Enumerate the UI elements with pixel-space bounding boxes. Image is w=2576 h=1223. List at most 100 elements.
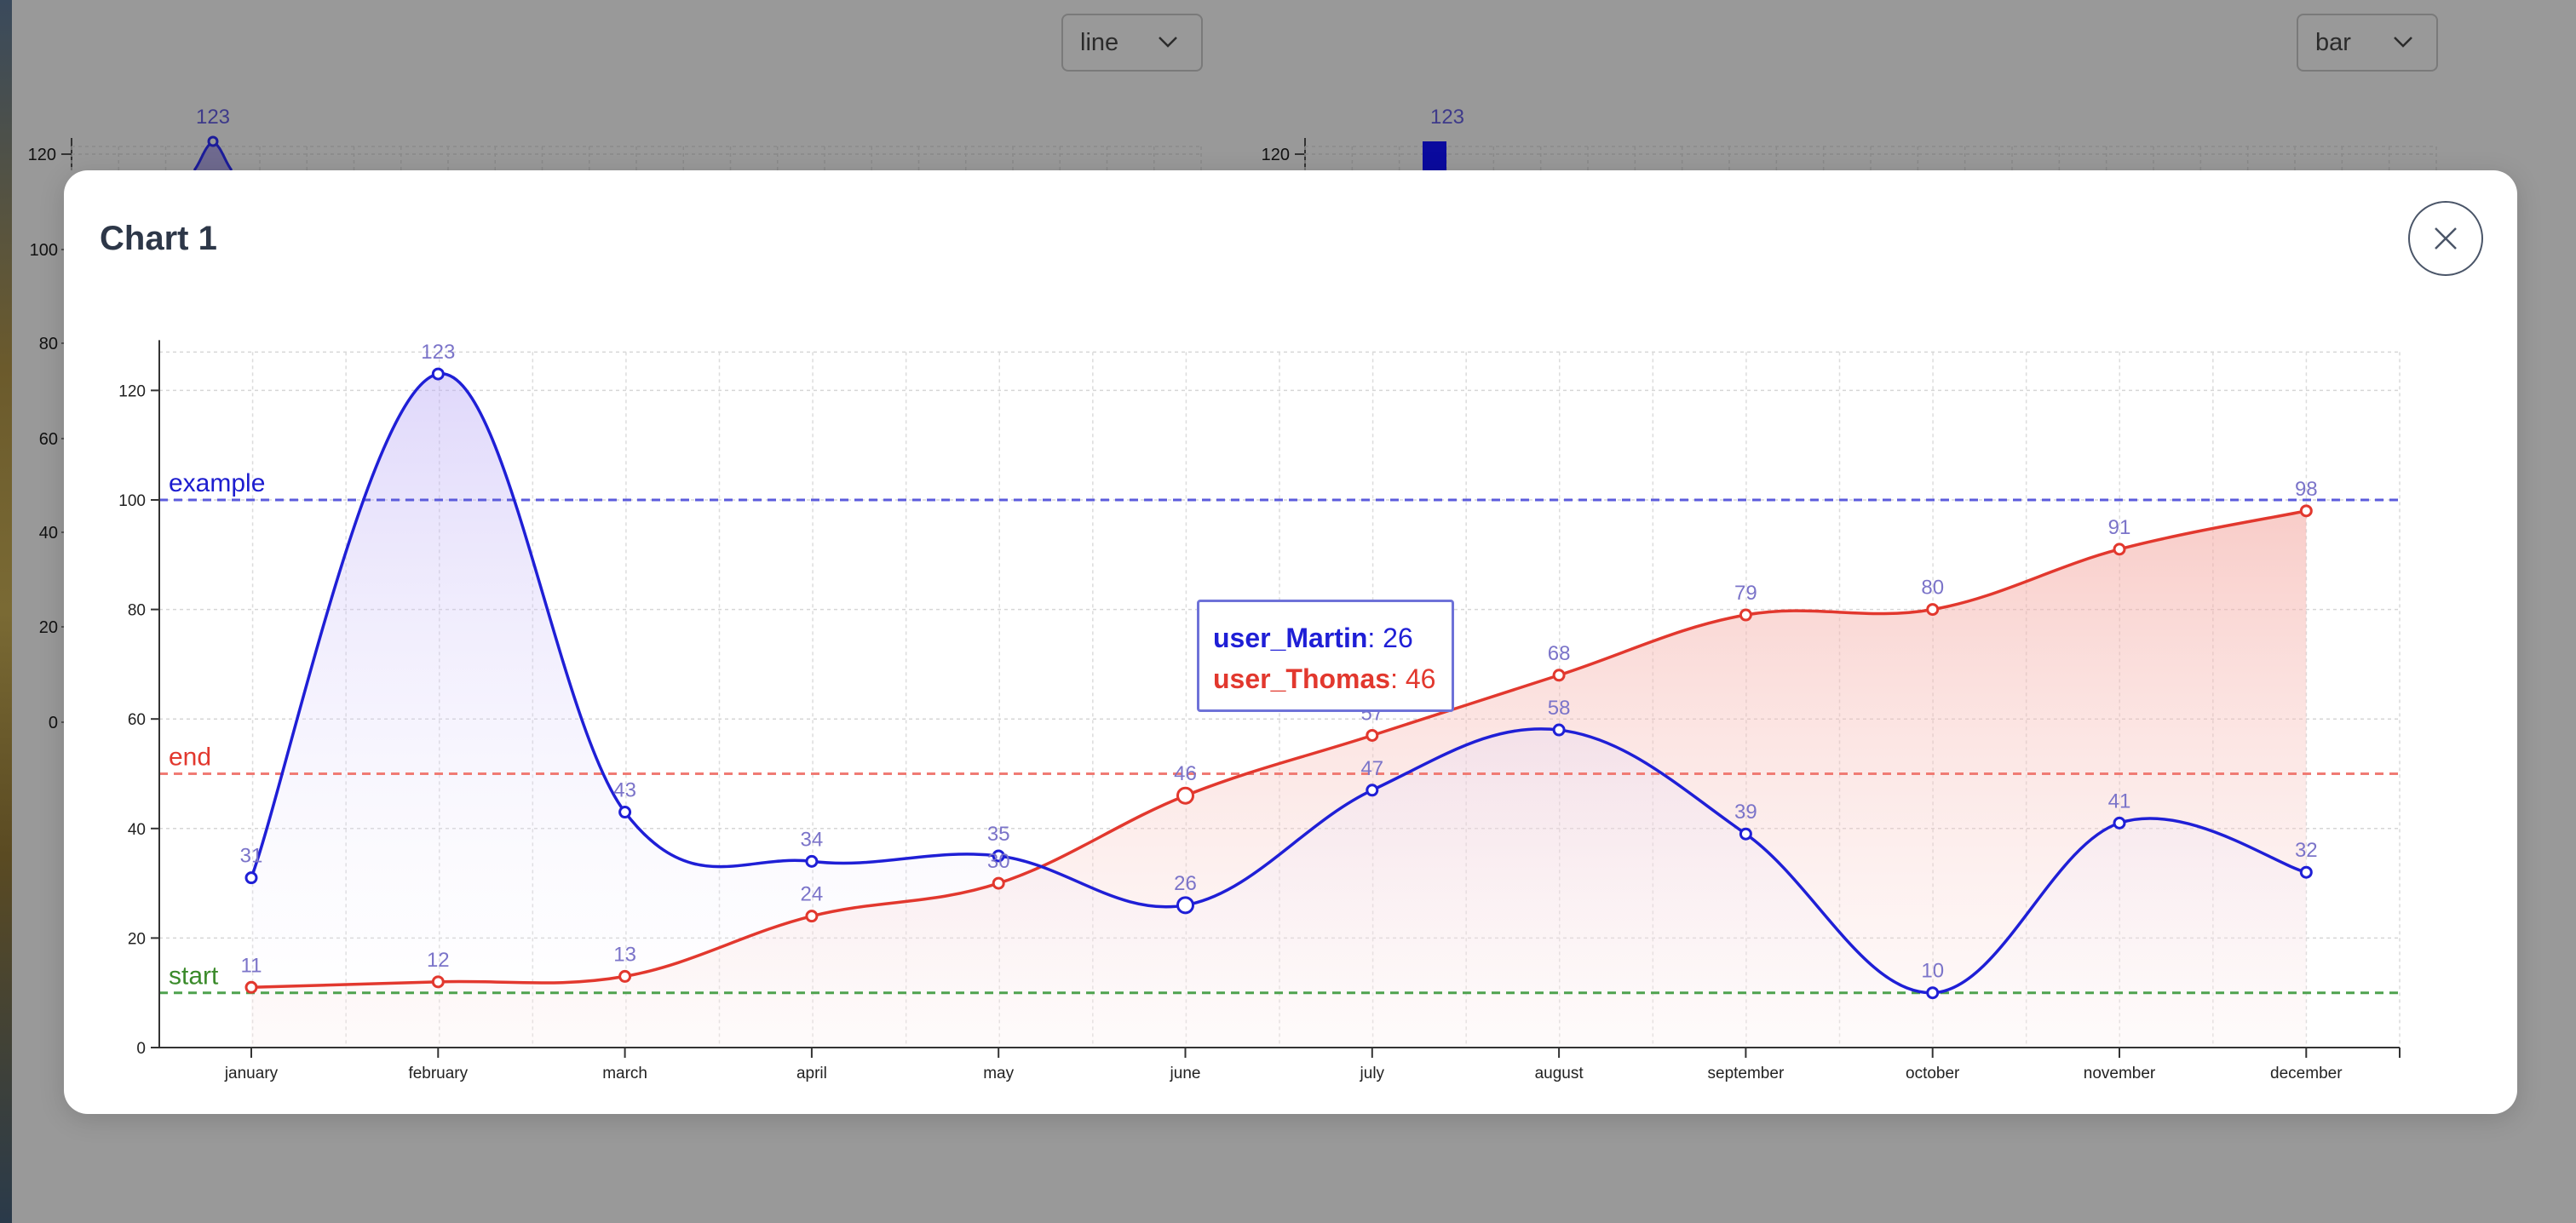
x-tick-label: december xyxy=(2270,1065,2343,1082)
y-tick-label: 120 xyxy=(118,382,146,400)
bg-left-y-tick-label: 80 xyxy=(39,335,58,353)
series-martin-point xyxy=(2113,816,2126,830)
data-label: 68 xyxy=(1548,642,1571,665)
series-thomas-point xyxy=(805,910,819,923)
series-martin-point xyxy=(1552,723,1566,737)
x-tick-label: february xyxy=(408,1065,468,1082)
series-thomas-point xyxy=(1739,608,1752,622)
series-martin-point xyxy=(1926,986,1940,1000)
series-thomas-point xyxy=(431,975,445,989)
data-label: 80 xyxy=(1921,577,1944,600)
series-martin-point xyxy=(1739,827,1752,841)
reference-line-label: end xyxy=(169,744,211,772)
x-tick-label: january xyxy=(224,1065,279,1082)
chevron-down-icon xyxy=(1157,31,1179,59)
data-label: 26 xyxy=(1174,872,1197,895)
x-tick-label: june xyxy=(1170,1065,1201,1082)
tooltip-value: 26 xyxy=(1383,623,1413,653)
modal-title: Chart 1 xyxy=(100,220,217,257)
series-thomas-point xyxy=(2299,504,2313,518)
tooltip-series-name: user_Martin xyxy=(1213,623,1368,653)
desktop-wallpaper xyxy=(0,0,12,1223)
chart-tooltip: user_Martin: 26 user_Thomas: 46 xyxy=(1197,600,1454,712)
bg-right-bar xyxy=(1423,141,1446,170)
series-martin-point xyxy=(2299,865,2313,879)
data-label: 10 xyxy=(1921,960,1944,983)
data-label: 47 xyxy=(1360,757,1383,780)
x-tick-label: july xyxy=(1360,1065,1385,1082)
bg-right-peak-label: 123 xyxy=(1430,106,1464,129)
chart-type-select-right[interactable]: bar xyxy=(2297,14,2438,72)
series-martin-point xyxy=(1366,784,1379,797)
y-tick-label: 40 xyxy=(128,821,146,839)
chevron-down-icon xyxy=(2392,31,2414,59)
x-tick-label: october xyxy=(1906,1065,1960,1082)
x-tick-label: august xyxy=(1535,1065,1584,1082)
data-label: 32 xyxy=(2295,839,2318,862)
series-thomas-point xyxy=(1552,669,1566,682)
data-label: 35 xyxy=(987,823,1010,846)
y-tick-label: 60 xyxy=(128,711,146,729)
bg-left-y-tick-label: 40 xyxy=(39,524,58,543)
series-martin-point xyxy=(618,806,632,819)
series-martin-point xyxy=(805,854,819,868)
data-label: 13 xyxy=(613,943,636,966)
x-tick-label: november xyxy=(2084,1065,2156,1082)
bg-right-y-tick-label: 120 xyxy=(1262,146,1290,164)
data-label: 30 xyxy=(987,850,1010,873)
x-tick-label: september xyxy=(1708,1065,1785,1082)
series-martin-point xyxy=(431,367,445,381)
data-label: 91 xyxy=(2108,516,2131,539)
series-thomas-point xyxy=(1176,786,1194,805)
x-tick-label: april xyxy=(796,1065,827,1082)
tooltip-separator: : xyxy=(1390,663,1406,694)
tooltip-row-thomas: user_Thomas: 46 xyxy=(1213,658,1438,699)
y-tick-label: 80 xyxy=(128,602,146,620)
data-label: 41 xyxy=(2108,789,2131,812)
series-thomas-point xyxy=(1926,603,1940,617)
data-label: 123 xyxy=(421,341,455,364)
select-value: bar xyxy=(2315,28,2351,56)
data-label: 11 xyxy=(241,954,262,977)
y-tick-label: 20 xyxy=(128,930,146,948)
series-thomas-point xyxy=(618,969,632,983)
bg-left-y-tick-label: 100 xyxy=(30,241,58,260)
chart-modal: Chart 1 example end start 0 20 40 60 80 100 120 j… xyxy=(64,170,2517,1114)
series-thomas-point xyxy=(992,876,1005,890)
data-label: 58 xyxy=(1548,697,1571,720)
bg-left-peak-label: 123 xyxy=(196,106,230,129)
y-tick-label: 0 xyxy=(136,1040,146,1058)
data-label: 79 xyxy=(1734,582,1757,605)
bg-left-y-tick-label: 20 xyxy=(39,618,58,637)
series-martin-point xyxy=(992,849,1005,863)
y-tick-label: 100 xyxy=(118,492,146,510)
bg-left-peak-area xyxy=(194,141,232,170)
tooltip-separator: : xyxy=(1367,623,1383,653)
data-label: 34 xyxy=(801,828,824,851)
series-thomas-line xyxy=(250,509,2307,990)
series-martin-point xyxy=(244,871,258,885)
bg-left-y-tick-label: 60 xyxy=(39,430,58,449)
line-chart: example end start 0 20 40 60 80 100 120 january fe… xyxy=(118,340,2401,1082)
series-thomas-point xyxy=(244,980,258,994)
tooltip-value: 46 xyxy=(1405,663,1436,694)
bg-left-peak-point xyxy=(207,135,219,147)
data-label: 43 xyxy=(613,779,636,802)
select-value: line xyxy=(1080,28,1119,56)
tooltip-row-martin: user_Martin: 26 xyxy=(1213,617,1438,658)
chart-type-select-left[interactable]: line xyxy=(1061,14,1203,72)
tooltip-series-name: user_Thomas xyxy=(1213,663,1391,694)
close-button[interactable] xyxy=(2408,201,2483,276)
data-label: 31 xyxy=(240,845,263,868)
x-tick-label: may xyxy=(983,1065,1014,1082)
series-martin-point xyxy=(1176,896,1194,915)
series-thomas-point xyxy=(1366,728,1379,742)
series-thomas-point xyxy=(2113,543,2126,556)
bg-left-y-tick-label: 120 xyxy=(28,146,56,164)
data-label: 12 xyxy=(427,949,450,972)
reference-line-label: example xyxy=(169,469,265,497)
data-label: 46 xyxy=(1174,762,1197,785)
data-label: 98 xyxy=(2295,478,2318,501)
data-label: 24 xyxy=(801,883,824,906)
